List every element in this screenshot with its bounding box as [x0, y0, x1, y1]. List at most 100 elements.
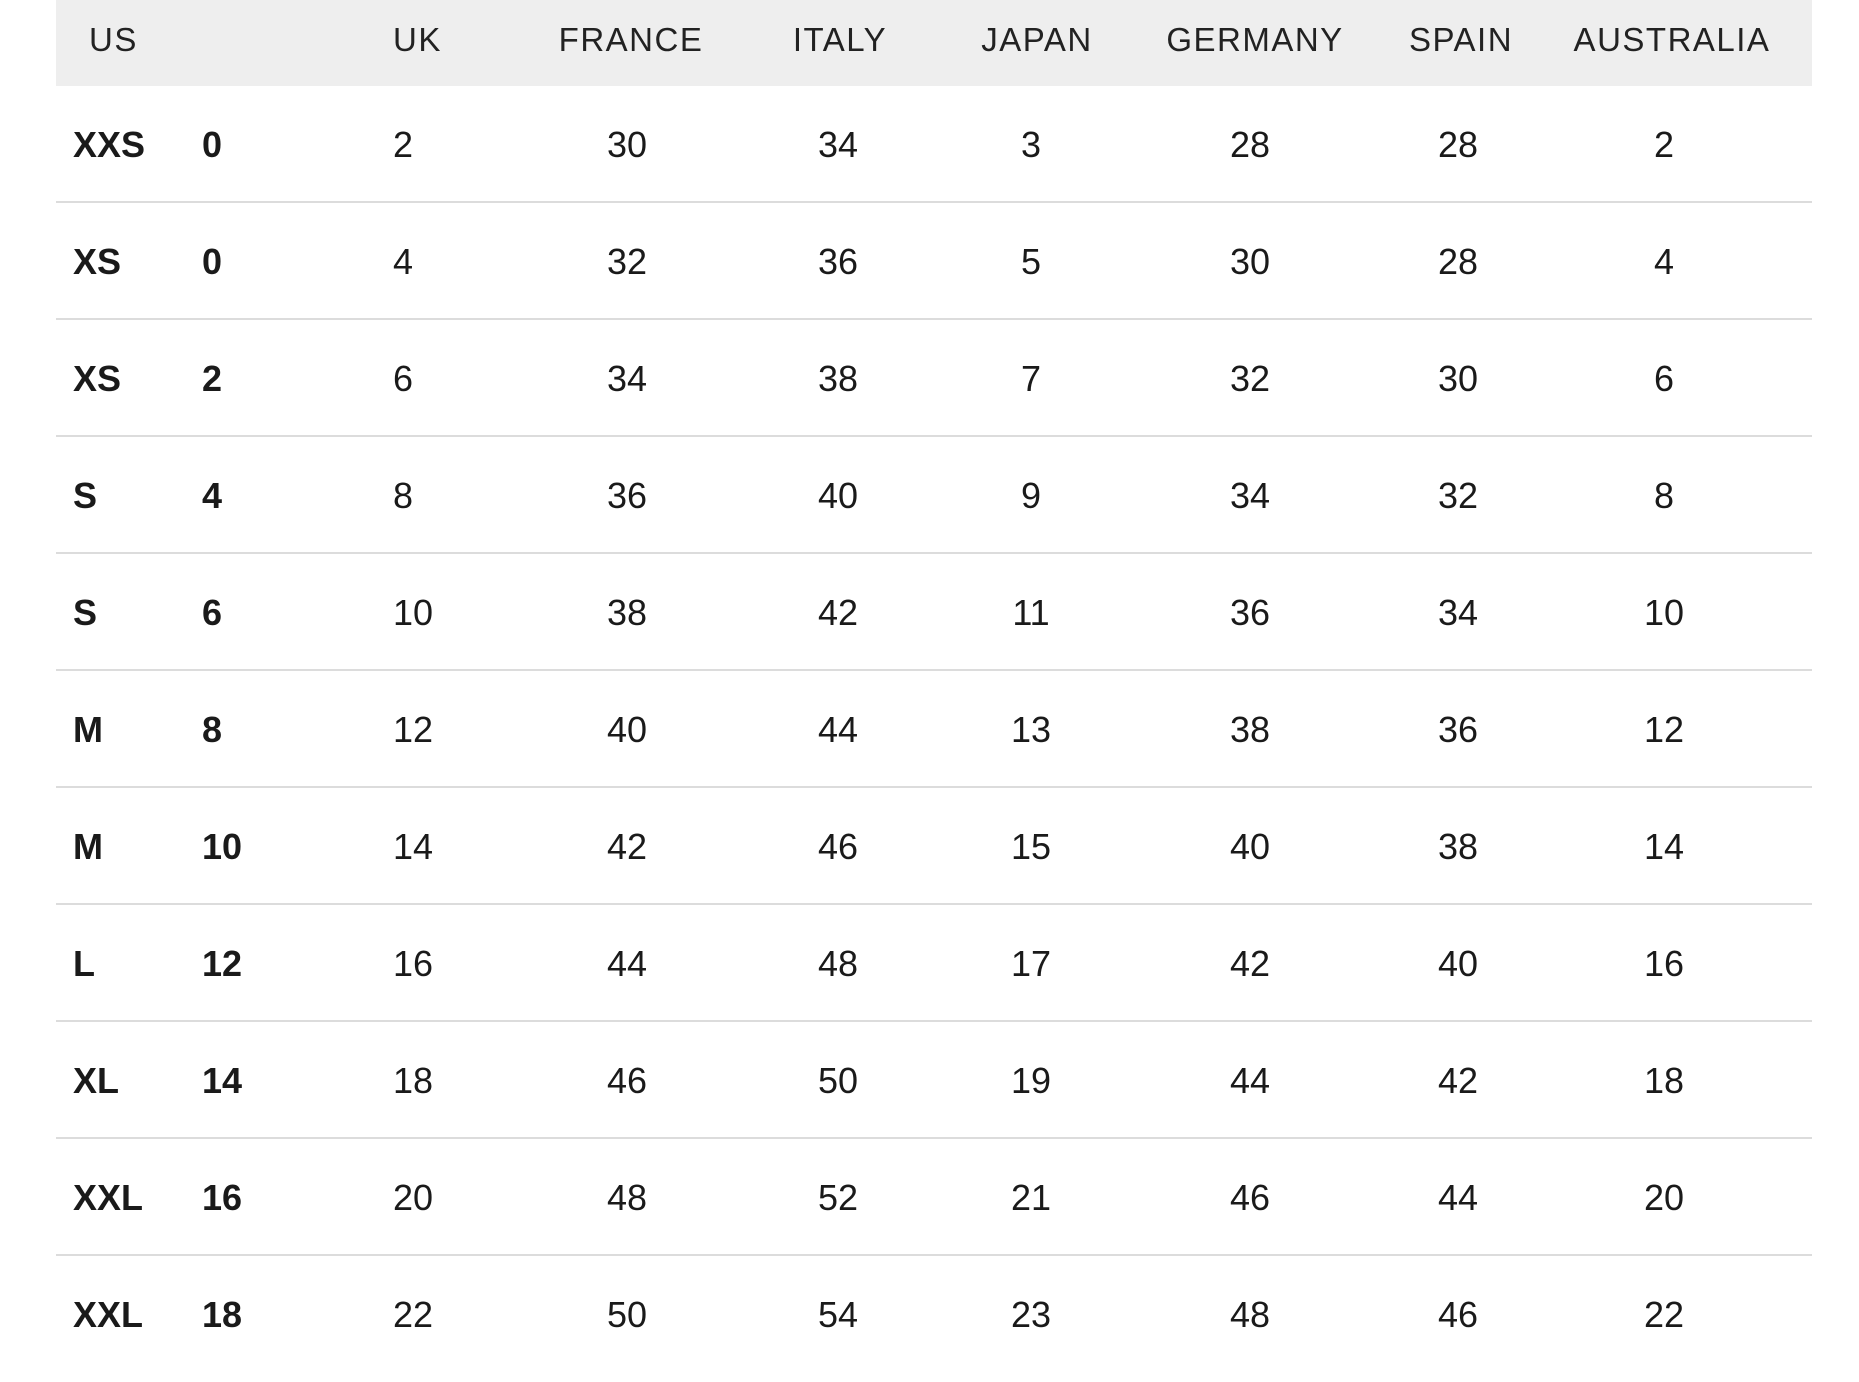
cell-letter: XXL [73, 1294, 144, 1335]
cell-uk: 4 [393, 241, 414, 282]
cell-australia: 10 [1643, 592, 1685, 633]
cell-uk: 6 [393, 358, 414, 399]
cell-australia: 2 [1653, 124, 1675, 165]
cell-france: 42 [606, 826, 648, 867]
cell-italy: 46 [817, 826, 859, 867]
cell-germany: 42 [1229, 943, 1271, 984]
cell-spain: 28 [1437, 241, 1479, 282]
column-header-germany: GERMANY [1166, 21, 1344, 58]
cell-letter: XXL [73, 1177, 144, 1218]
cell-germany: 36 [1229, 592, 1271, 633]
cell-germany: 44 [1229, 1060, 1271, 1101]
cell-uk: 14 [393, 826, 434, 867]
cell-australia: 20 [1643, 1177, 1685, 1218]
table-row: M 8 12 40 44 13 38 36 12 [56, 671, 1812, 788]
cell-letter: M [73, 709, 103, 750]
cell-france: 44 [606, 943, 648, 984]
cell-spain: 46 [1437, 1294, 1479, 1335]
cell-letter: S [73, 475, 98, 516]
cell-letter: S [73, 592, 98, 633]
cell-spain: 40 [1437, 943, 1479, 984]
cell-australia: 4 [1653, 241, 1675, 282]
cell-spain: 36 [1437, 709, 1479, 750]
cell-italy: 38 [817, 358, 859, 399]
cell-spain: 34 [1437, 592, 1479, 633]
cell-us: 18 [202, 1294, 243, 1335]
cell-france: 48 [606, 1177, 648, 1218]
column-header-uk: UK [393, 21, 442, 58]
table-row: XS 0 4 32 36 5 30 28 4 [56, 203, 1812, 320]
cell-us: 16 [202, 1177, 243, 1218]
cell-us: 12 [202, 943, 243, 984]
cell-spain: 28 [1437, 124, 1479, 165]
cell-france: 32 [606, 241, 648, 282]
cell-spain: 30 [1437, 358, 1479, 399]
table-row: L 12 16 44 48 17 42 40 16 [56, 905, 1812, 1022]
column-header-us: US [89, 21, 138, 58]
table-row: S 6 10 38 42 11 36 34 10 [56, 554, 1812, 671]
cell-letter: M [73, 826, 103, 867]
cell-italy: 50 [817, 1060, 859, 1101]
table-row: XXL 18 22 50 54 23 48 46 22 [56, 1256, 1812, 1373]
cell-france: 40 [606, 709, 648, 750]
cell-spain: 32 [1437, 475, 1479, 516]
cell-letter: XL [73, 1060, 120, 1101]
cell-italy: 52 [817, 1177, 859, 1218]
cell-japan: 11 [1012, 592, 1050, 633]
cell-germany: 40 [1229, 826, 1271, 867]
cell-letter: XS [73, 358, 122, 399]
cell-japan: 17 [1010, 943, 1052, 984]
cell-spain: 42 [1437, 1060, 1479, 1101]
cell-italy: 40 [817, 475, 859, 516]
cell-us: 0 [202, 241, 223, 282]
cell-us: 4 [202, 475, 223, 516]
cell-us: 10 [202, 826, 243, 867]
cell-germany: 32 [1229, 358, 1271, 399]
cell-france: 50 [606, 1294, 648, 1335]
cell-australia: 8 [1653, 475, 1675, 516]
cell-france: 30 [606, 124, 648, 165]
cell-uk: 20 [393, 1177, 434, 1218]
cell-uk: 22 [393, 1294, 434, 1335]
cell-germany: 30 [1229, 241, 1271, 282]
table-row: XXL 16 20 48 52 21 46 44 20 [56, 1139, 1812, 1256]
cell-us: 0 [202, 124, 223, 165]
cell-us: 2 [202, 358, 223, 399]
cell-japan: 3 [1020, 124, 1042, 165]
table-row: M 10 14 42 46 15 40 38 14 [56, 788, 1812, 905]
cell-uk: 16 [393, 943, 434, 984]
column-header-japan: JAPAN [981, 21, 1093, 58]
cell-germany: 38 [1229, 709, 1271, 750]
column-header-spain: SPAIN [1408, 21, 1514, 58]
cell-australia: 12 [1643, 709, 1685, 750]
cell-australia: 16 [1643, 943, 1685, 984]
cell-italy: 48 [817, 943, 859, 984]
cell-japan: 9 [1020, 475, 1042, 516]
cell-japan: 21 [1010, 1177, 1052, 1218]
cell-italy: 42 [817, 592, 859, 633]
cell-letter: XS [73, 241, 122, 282]
cell-australia: 14 [1643, 826, 1685, 867]
cell-us: 14 [202, 1060, 243, 1101]
cell-japan: 5 [1020, 241, 1042, 282]
cell-germany: 46 [1229, 1177, 1271, 1218]
cell-uk: 18 [393, 1060, 434, 1101]
cell-spain: 44 [1437, 1177, 1479, 1218]
table-row: S 4 8 36 40 9 34 32 8 [56, 437, 1812, 554]
cell-uk: 2 [393, 124, 414, 165]
cell-japan: 15 [1010, 826, 1052, 867]
column-header-italy: ITALY [792, 21, 888, 58]
cell-letter: XXS [73, 124, 146, 165]
cell-us: 8 [202, 709, 223, 750]
cell-japan: 13 [1010, 709, 1052, 750]
cell-australia: 22 [1643, 1294, 1685, 1335]
cell-germany: 48 [1229, 1294, 1271, 1335]
cell-france: 38 [606, 592, 648, 633]
cell-letter: L [73, 943, 95, 984]
cell-japan: 7 [1020, 358, 1042, 399]
cell-japan: 23 [1010, 1294, 1052, 1335]
cell-italy: 36 [817, 241, 859, 282]
cell-australia: 18 [1643, 1060, 1685, 1101]
cell-uk: 8 [393, 475, 414, 516]
column-header-france: FRANCE [558, 21, 704, 58]
